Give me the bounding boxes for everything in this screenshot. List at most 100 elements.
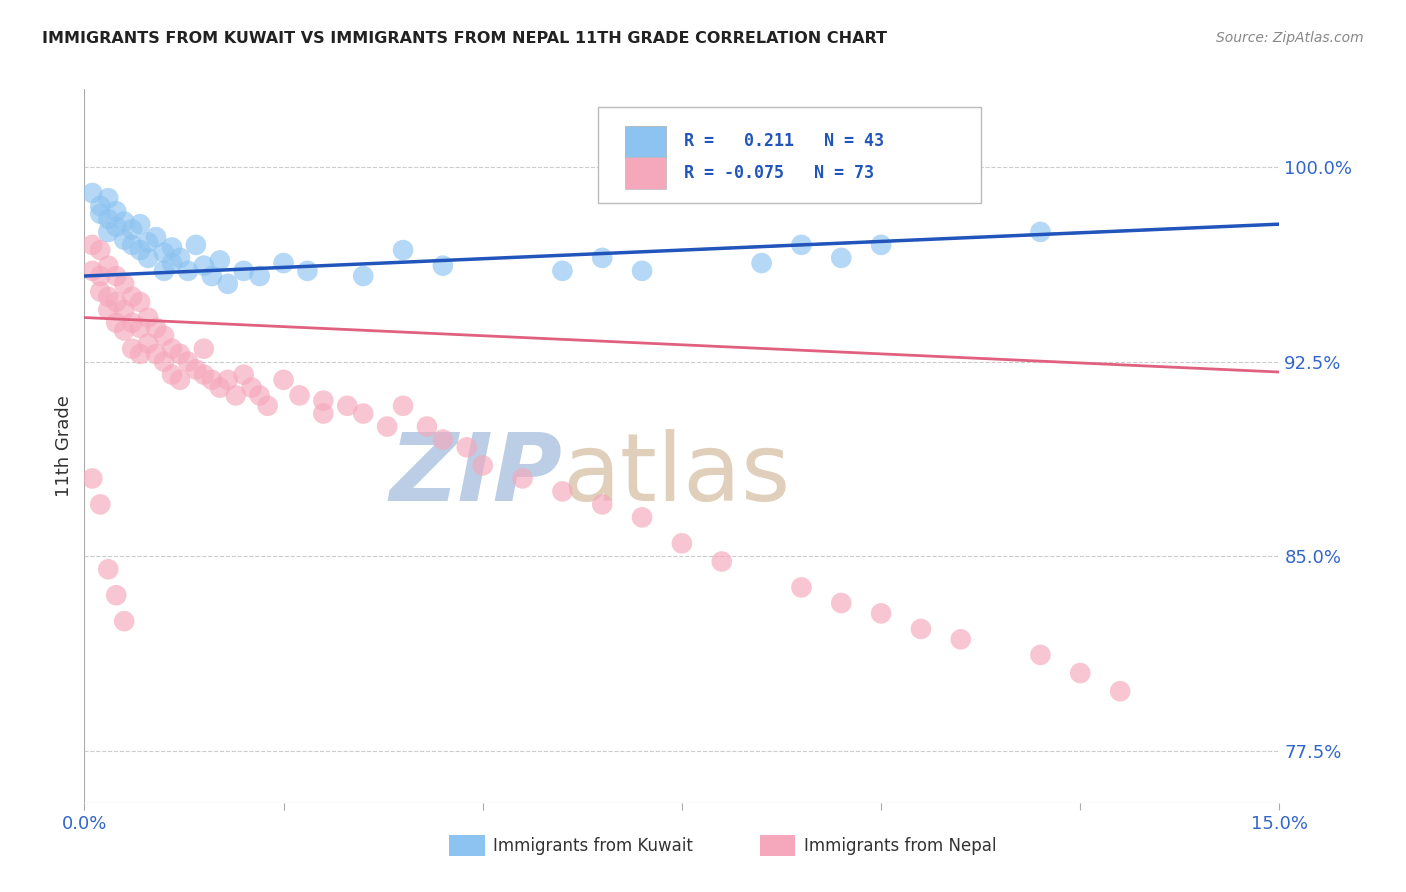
Point (129, 217, 152, 231)
Point (631, 510, 654, 524)
FancyBboxPatch shape (449, 835, 485, 856)
Point (193, 259, 215, 273)
Point (671, 536, 693, 550)
Point (97, 290, 120, 304)
Point (591, 251, 613, 265)
Point (432, 433, 454, 447)
Point (89, 268, 111, 283)
Point (105, 204, 128, 219)
Point (240, 381, 263, 395)
Point (184, 238, 207, 252)
Point (153, 245, 176, 260)
Point (129, 321, 152, 335)
Point (129, 295, 152, 310)
Point (312, 393, 335, 408)
Point (225, 388, 247, 402)
Point (297, 264, 319, 278)
Text: Source: ZipAtlas.com: Source: ZipAtlas.com (1216, 31, 1364, 45)
Point (82, 471, 104, 485)
Point (160, 368, 183, 382)
Point (910, 622, 932, 636)
Point (710, 554, 733, 568)
Text: Immigrants from Kuwait: Immigrants from Kuwait (494, 837, 693, 855)
Point (169, 347, 191, 361)
Point (112, 614, 135, 628)
Point (153, 328, 176, 343)
Point (97, 191, 120, 205)
Point (160, 240, 183, 254)
Point (82, 264, 104, 278)
Point (136, 251, 159, 265)
Point (312, 407, 335, 421)
Point (1069, 666, 1091, 681)
Point (121, 238, 143, 252)
Point (551, 264, 574, 278)
Point (184, 362, 207, 376)
Text: R =   0.211   N = 43: R = 0.211 N = 43 (685, 132, 884, 150)
Point (153, 264, 176, 278)
FancyBboxPatch shape (759, 835, 796, 856)
Point (89, 285, 111, 299)
Point (97, 302, 120, 317)
Point (751, 256, 773, 270)
Point (105, 219, 128, 234)
Text: R = -0.075   N = 73: R = -0.075 N = 73 (685, 164, 875, 182)
Point (208, 253, 231, 268)
FancyBboxPatch shape (624, 157, 666, 189)
Point (870, 607, 893, 621)
Point (105, 268, 128, 283)
Point (870, 238, 893, 252)
Point (830, 251, 852, 265)
Point (217, 373, 239, 387)
Point (591, 497, 613, 511)
Point (1109, 684, 1132, 698)
Point (830, 596, 852, 610)
Point (201, 373, 224, 387)
Point (177, 264, 200, 278)
Point (153, 354, 176, 368)
Point (145, 321, 167, 335)
Point (169, 373, 191, 387)
Point (112, 214, 135, 228)
Point (949, 632, 972, 647)
Text: atlas: atlas (562, 428, 790, 521)
Point (112, 233, 135, 247)
Point (456, 440, 478, 454)
Y-axis label: 11th Grade: 11th Grade (55, 395, 73, 497)
Point (288, 388, 311, 402)
Point (1029, 225, 1052, 239)
Point (352, 407, 374, 421)
Point (129, 243, 152, 257)
FancyBboxPatch shape (599, 107, 981, 203)
Point (112, 324, 135, 338)
Point (217, 277, 239, 291)
Text: ZIP: ZIP (389, 428, 562, 521)
Point (97, 562, 120, 576)
Text: IMMIGRANTS FROM KUWAIT VS IMMIGRANTS FROM NEPAL 11TH GRADE CORRELATION CHART: IMMIGRANTS FROM KUWAIT VS IMMIGRANTS FRO… (42, 31, 887, 46)
Point (112, 302, 135, 317)
Point (105, 295, 128, 310)
Point (136, 235, 159, 250)
Point (471, 458, 494, 473)
Text: Immigrants from Nepal: Immigrants from Nepal (804, 837, 997, 855)
Point (136, 336, 159, 351)
Point (89, 199, 111, 213)
Point (121, 342, 143, 356)
Point (232, 368, 254, 382)
Point (249, 268, 271, 283)
Point (121, 316, 143, 330)
Point (121, 290, 143, 304)
Point (177, 354, 200, 368)
Point (201, 268, 224, 283)
Point (105, 316, 128, 330)
Point (249, 388, 271, 402)
FancyBboxPatch shape (624, 127, 666, 159)
Point (97, 211, 120, 226)
Point (97, 225, 120, 239)
Point (208, 381, 231, 395)
Point (551, 484, 574, 499)
Point (375, 419, 398, 434)
Point (121, 222, 143, 236)
Point (105, 588, 128, 602)
Point (169, 251, 191, 265)
